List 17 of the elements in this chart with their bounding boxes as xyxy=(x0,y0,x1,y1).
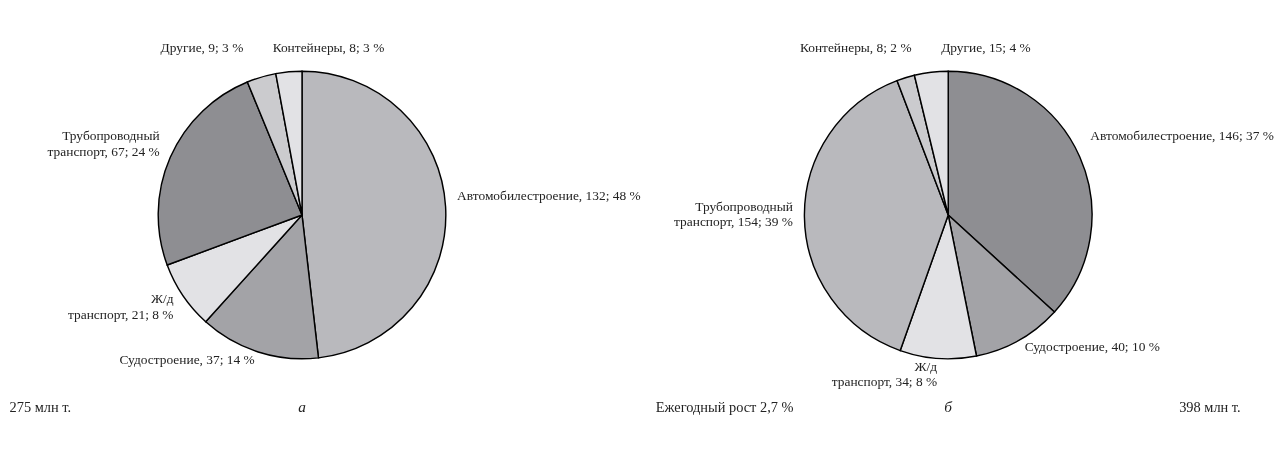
slice-label: Судостроение, 40; 10 % xyxy=(1024,339,1160,355)
text: а xyxy=(298,397,307,415)
text: 398 млн т. xyxy=(1179,398,1241,415)
text: Ежегодный рост 2,7 % xyxy=(655,398,794,415)
slice-label: Автомобилестроение, 132; 48 % xyxy=(457,188,641,204)
text: 275 млн т. xyxy=(9,398,72,415)
slice-label: Автомобилестроение, 146; 37 % xyxy=(1090,127,1274,143)
slice-label: Другие, 9; 3 % xyxy=(160,40,244,56)
slice-label: Трубопроводный транспорт, 67; 24 % xyxy=(47,128,160,159)
slice-label: Контейнеры, 8; 3 % xyxy=(272,40,385,56)
slice-label: Контейнеры, 8; 2 % xyxy=(799,40,912,56)
slice-label: Судостроение, 37; 14 % xyxy=(119,351,255,367)
text: б xyxy=(944,397,954,415)
slice-label: Трубопроводный транспорт, 154; 39 % xyxy=(674,199,793,230)
slice-label: Ж/д транспорт, 21; 8 % xyxy=(68,291,174,322)
slice-label: Другие, 15; 4 % xyxy=(941,40,1031,56)
slice-label: Ж/д транспорт, 34; 8 % xyxy=(831,358,938,390)
